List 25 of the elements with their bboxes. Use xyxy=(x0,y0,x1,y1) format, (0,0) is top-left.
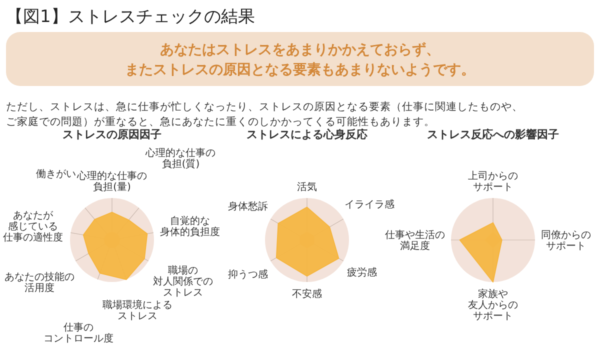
chart-title: ストレス反応への影響因子 xyxy=(427,128,559,141)
chart-title: ストレスによる心身反応 xyxy=(246,128,368,141)
spoke-label: イライラ感 xyxy=(344,198,395,210)
spoke-label: 心理的な仕事の負担(質) xyxy=(144,147,216,170)
spoke-label: 上司からのサポート xyxy=(468,170,518,193)
spoke-label: 身体愁訴 xyxy=(228,200,268,212)
spoke-label: 仕事や生活の満足度 xyxy=(385,229,445,252)
text: 【図1】ストレスチェックの結果 xyxy=(6,7,255,27)
spoke-label: 家族や友人からのサポート xyxy=(468,288,518,322)
text: あなたはストレスをあまりかかえておらず、またストレスの原因となる要素もあまりないようです。 xyxy=(125,42,475,78)
spoke-label: あなたが感じている仕事の適性度 xyxy=(2,210,63,244)
spoke-label: 職場環境によるストレス xyxy=(102,298,172,322)
spoke-label: 活気 xyxy=(297,181,317,193)
spoke-label: 同僚からのサポート xyxy=(541,229,591,252)
spoke-label: 抑うつ感 xyxy=(228,268,268,281)
text: ただし、ストレスは、急に仕事が忙しくなったり、ストレスの原因となる要素（仕事に関連したものや、ご家庭での問題）が重なると、急にあなたに重くのしかかってくる可能性もあります。 xyxy=(6,100,523,128)
spoke-label: 心理的な仕事の負担(量) xyxy=(76,170,147,193)
spoke-label: あなたの技能の活用度 xyxy=(4,270,74,294)
spoke-label: 不安感 xyxy=(292,288,322,300)
spoke-label: 自覚的な身体的負担度 xyxy=(160,215,220,238)
spoke-label: 働きがい xyxy=(36,168,76,180)
spoke-label: 疲労感 xyxy=(347,266,378,278)
spoke-label: 仕事のコントロール度 xyxy=(43,321,114,344)
chart-title: ストレスの原因因子 xyxy=(62,128,162,141)
spoke-label: 職場の対人関係でのストレス xyxy=(153,264,214,299)
